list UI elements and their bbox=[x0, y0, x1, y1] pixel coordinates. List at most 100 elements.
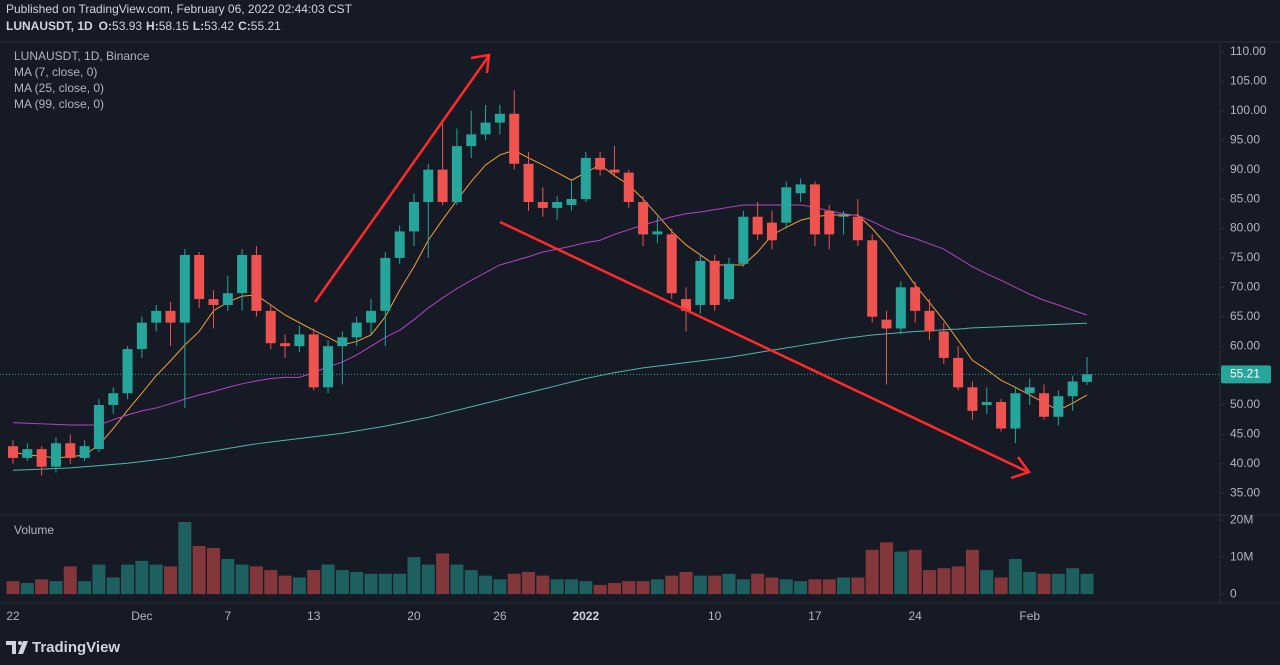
volume-bar bbox=[536, 575, 550, 595]
volume-bar bbox=[894, 551, 908, 595]
candle-body bbox=[752, 216, 763, 235]
logo-dot bbox=[18, 641, 22, 645]
volume-bar bbox=[794, 581, 808, 595]
candle-body bbox=[108, 393, 119, 405]
candle-body bbox=[366, 310, 376, 323]
candle-body bbox=[1067, 381, 1078, 397]
candle-body bbox=[838, 215, 849, 217]
header-text: 53.42 bbox=[204, 19, 234, 33]
volume-bar bbox=[436, 553, 450, 595]
volume-bar bbox=[20, 583, 34, 595]
candle-body bbox=[208, 299, 219, 305]
candle-body bbox=[466, 134, 477, 147]
y-tick-label: 85.00 bbox=[1230, 191, 1260, 205]
volume-tick-label: 20M bbox=[1230, 512, 1253, 526]
volume-bar bbox=[564, 579, 578, 595]
arrow-down bbox=[499, 220, 1029, 474]
moving-average bbox=[12, 204, 1088, 426]
x-tick-label: 2022 bbox=[572, 609, 599, 623]
x-tick-label: 13 bbox=[307, 609, 321, 623]
volume-bar bbox=[149, 564, 163, 595]
candle-body bbox=[552, 202, 563, 208]
candle-body bbox=[151, 310, 162, 323]
candle-body bbox=[981, 402, 992, 405]
volume-bar bbox=[350, 571, 364, 595]
x-tick-label: 26 bbox=[493, 609, 507, 623]
candle-body bbox=[938, 331, 949, 358]
volume-bar bbox=[808, 579, 822, 595]
volume-bar bbox=[837, 577, 851, 595]
volume-bar bbox=[35, 579, 49, 595]
ohlc-header: LUNAUSDT, 1D O:53.93 H:58.15 L:53.42 C:55.21 bbox=[6, 19, 281, 33]
candle-body bbox=[996, 402, 1007, 429]
volume-bar bbox=[1023, 571, 1037, 595]
volume-bar bbox=[522, 571, 536, 595]
y-tick-label: 45.00 bbox=[1230, 427, 1260, 441]
volume-bar bbox=[708, 575, 722, 595]
volume-bar bbox=[1066, 568, 1080, 595]
volume-bar bbox=[121, 564, 135, 595]
volume-bar bbox=[908, 549, 922, 595]
candle-body bbox=[595, 157, 606, 170]
volume-bar bbox=[307, 570, 321, 595]
candle-body bbox=[852, 216, 863, 241]
volume-bar bbox=[937, 568, 951, 595]
volume-bar bbox=[980, 570, 994, 595]
candle-body bbox=[809, 184, 820, 235]
volume-bar bbox=[1008, 559, 1022, 595]
volume-bar bbox=[593, 584, 607, 595]
candle-body bbox=[337, 337, 348, 347]
volume-bar bbox=[249, 566, 263, 595]
candle-body bbox=[1082, 374, 1092, 382]
legend-ma: MA (99, close, 0) bbox=[14, 97, 104, 111]
candle-body bbox=[609, 169, 620, 173]
candle-body bbox=[867, 240, 878, 317]
candle-body bbox=[437, 169, 448, 203]
candle-body bbox=[308, 334, 319, 388]
x-tick-label: 20 bbox=[407, 609, 421, 623]
candle-body bbox=[280, 343, 291, 347]
volume-bar bbox=[665, 575, 679, 595]
x-tick-label: 22 bbox=[6, 609, 20, 623]
volume-bar bbox=[292, 577, 306, 595]
y-tick-label: 90.00 bbox=[1230, 162, 1260, 176]
volume-bar bbox=[636, 581, 650, 595]
candle-body bbox=[323, 346, 334, 388]
volume-bar bbox=[63, 566, 77, 595]
candle-body bbox=[652, 231, 663, 235]
candle-body bbox=[766, 222, 777, 241]
volume-bar bbox=[164, 566, 178, 595]
price-label: 55.21 bbox=[1230, 367, 1260, 381]
y-tick-label: 75.00 bbox=[1230, 250, 1260, 264]
candle-body bbox=[480, 122, 491, 135]
volume-bar bbox=[751, 573, 765, 595]
branding: TradingView bbox=[32, 639, 120, 656]
candle-body bbox=[709, 260, 720, 305]
volume-bar bbox=[579, 581, 593, 595]
arrow-head bbox=[470, 53, 491, 74]
volume-bar bbox=[550, 579, 564, 595]
volume-bar bbox=[335, 570, 349, 595]
volume-tick-label: 10M bbox=[1230, 549, 1253, 563]
volume-bar bbox=[851, 577, 865, 595]
candle-body bbox=[136, 322, 147, 350]
y-tick-label: 105.00 bbox=[1230, 74, 1267, 88]
y-tick-label: 40.00 bbox=[1230, 456, 1260, 470]
candle-body bbox=[924, 310, 935, 332]
candle-body bbox=[1039, 393, 1050, 417]
candle-body bbox=[1010, 393, 1021, 429]
candle-body bbox=[523, 163, 534, 203]
header-text: O: bbox=[99, 19, 112, 33]
header-text: 55.21 bbox=[251, 19, 281, 33]
candle-body bbox=[408, 202, 419, 232]
candle-body bbox=[8, 446, 18, 458]
candle-body bbox=[566, 199, 577, 205]
candle-body bbox=[251, 254, 262, 311]
y-tick-label: 50.00 bbox=[1230, 397, 1260, 411]
volume-bar bbox=[92, 564, 106, 595]
tv-logo bbox=[6, 641, 28, 654]
volume-bar bbox=[493, 579, 507, 595]
volume-bar bbox=[450, 564, 464, 595]
candle-body bbox=[681, 299, 692, 311]
